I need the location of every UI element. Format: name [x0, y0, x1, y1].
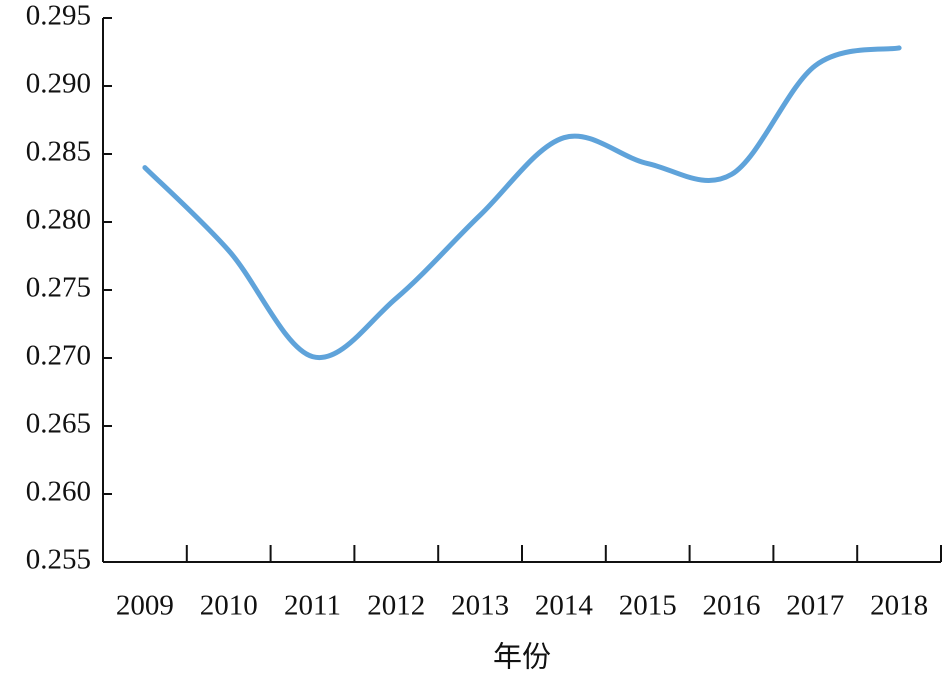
y-tick-label: 0.255 — [26, 544, 91, 576]
y-tick-label: 0.275 — [26, 272, 91, 304]
line-series — [142, 45, 902, 361]
y-tick-label: 0.290 — [26, 68, 91, 100]
x-tick-label: 2017 — [786, 590, 844, 622]
y-tick-label: 0.280 — [26, 204, 91, 236]
x-tick-label: 2013 — [451, 590, 509, 622]
y-tick-label: 0.285 — [26, 136, 91, 168]
x-tick-label: 2011 — [284, 590, 341, 622]
x-tick-label: 2016 — [703, 590, 761, 622]
x-tick-label: 2015 — [619, 590, 677, 622]
x-tick-label: 2009 — [116, 590, 174, 622]
x-axis-title: 年份 — [493, 641, 551, 674]
y-tick-label: 0.295 — [26, 0, 91, 32]
x-tick-label: 2010 — [200, 590, 258, 622]
y-tick-label: 0.270 — [26, 340, 91, 372]
x-tick-label: 2012 — [367, 590, 425, 622]
x-tick-label: 2018 — [870, 590, 928, 622]
x-tick-label: 2014 — [535, 590, 594, 622]
y-tick-label: 0.260 — [26, 476, 91, 508]
y-tick-label: 0.265 — [26, 408, 91, 440]
